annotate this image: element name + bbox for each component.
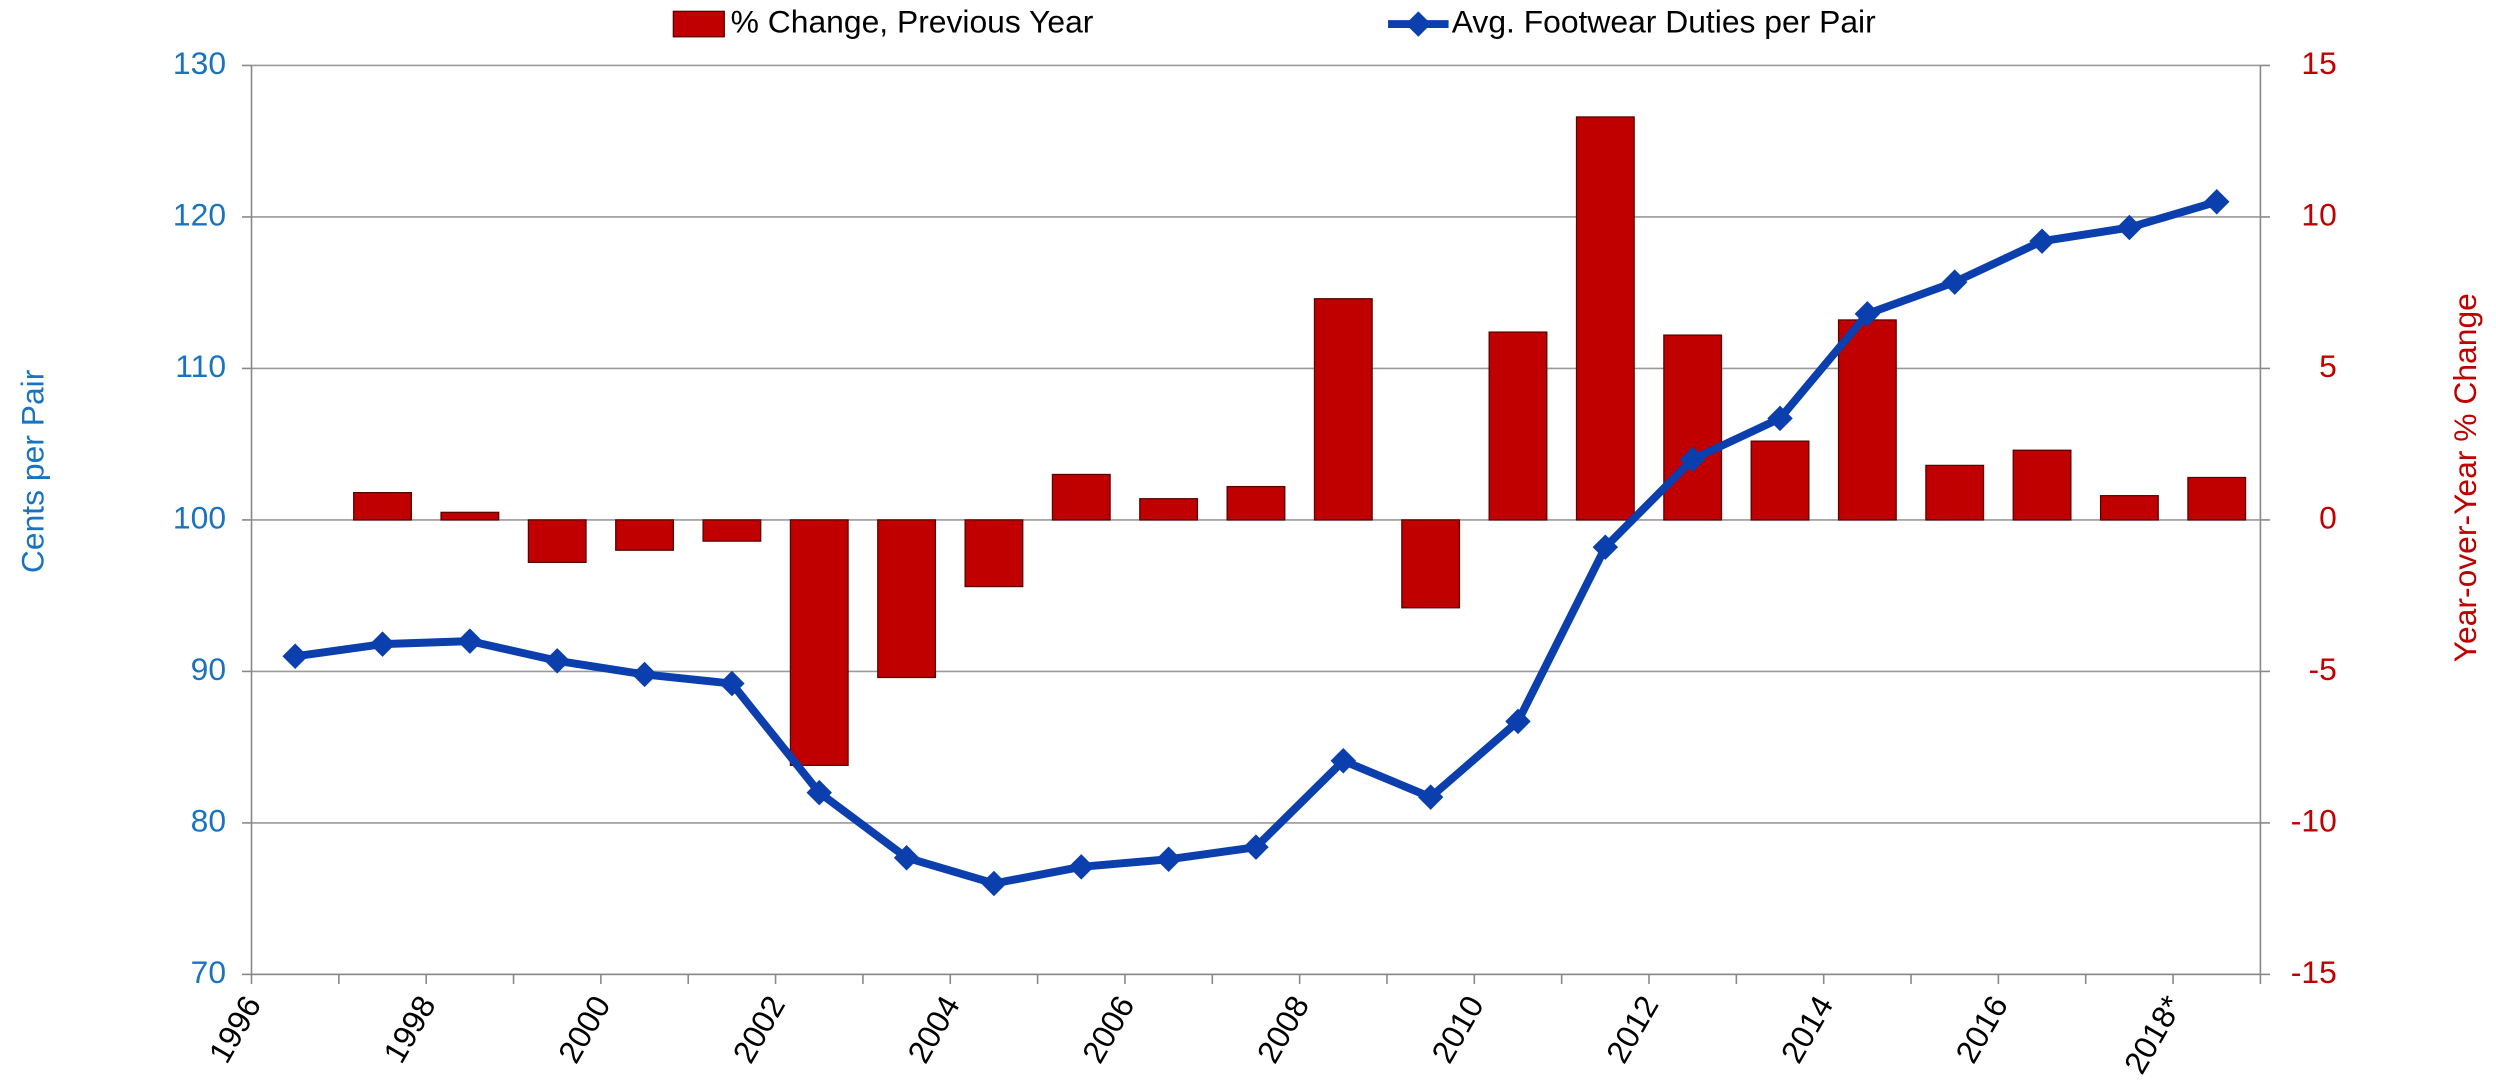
bar [1313,298,1373,521]
marker [1854,301,1881,327]
marker [1068,854,1095,880]
marker [1155,846,1182,872]
marker [2116,214,2143,241]
bar [353,492,412,521]
bar [527,519,587,563]
y-tick-label: 110 [175,348,226,384]
marker [544,648,570,674]
marker [2204,189,2230,215]
x-tick-label: 2014 [1774,990,1841,1069]
x-tick-label: 2002 [726,990,793,1069]
marker [2029,228,2055,254]
x-tick-label: 2006 [1075,990,1142,1069]
bar [1575,116,1635,521]
x-tick-label: 2004 [900,990,967,1069]
legend-label: Avg. Footwear Duties per Pair [1452,3,1876,39]
y2-axis-title: Year-over-Year % Change [2447,293,2483,662]
x-tick-label: 1996 [201,990,268,1069]
bar [877,519,937,679]
bar [1925,464,1985,521]
y2-tick-label: -15 [2291,954,2337,990]
bar [2012,449,2072,521]
bar [1226,485,1286,521]
x-tick-label: 2010 [1424,990,1491,1069]
y2-tick-label: -10 [2291,802,2337,838]
marker [631,661,658,688]
y2-tick-label: 15 [2301,45,2336,81]
bar [789,519,849,766]
marker [457,628,483,654]
bar [1051,473,1111,521]
y-tick-label: 100 [173,499,226,535]
legend-swatch [672,10,725,38]
marker [1679,446,1706,473]
y-tick-label: 120 [173,196,226,232]
x-tick-label: 2018* [2117,990,2190,1080]
y-tick-label: 80 [191,802,226,838]
x-tick-label: 1998 [376,990,443,1069]
marker [282,643,308,669]
legend-label: % Change, Previous Year [731,3,1094,39]
y-tick-label: 70 [191,954,226,990]
legend-swatch [1405,11,1432,37]
y-tick-label: 130 [173,45,226,81]
marker [981,870,1007,897]
marker [1941,269,1968,295]
x-tick-label: 2000 [551,990,618,1069]
y2-tick-label: -5 [2309,651,2337,687]
y2-tick-label: 5 [2319,348,2337,384]
bar [2187,476,2247,521]
x-tick-label: 2008 [1250,990,1317,1069]
bar [702,519,762,542]
marker [893,845,920,871]
y2-tick-label: 0 [2319,499,2337,535]
y-axis-title: Cents per Pair [14,369,50,573]
bar [1750,440,1810,521]
bar [440,511,500,521]
y2-tick-label: 10 [2301,196,2336,232]
bar [1837,319,1897,521]
x-tick-label: 2012 [1599,990,1666,1069]
bar [1401,519,1461,609]
bar [1663,334,1723,521]
bar [2099,495,2159,521]
y-tick-label: 90 [191,651,226,687]
marker [1243,834,1269,860]
bar [964,519,1024,588]
marker [1767,405,1793,432]
x-tick-label: 2016 [1948,990,2015,1069]
marker [806,779,832,806]
marker [369,631,396,657]
marker [719,670,745,697]
bar [615,519,675,551]
bar [1139,498,1199,521]
bar [1488,331,1548,521]
